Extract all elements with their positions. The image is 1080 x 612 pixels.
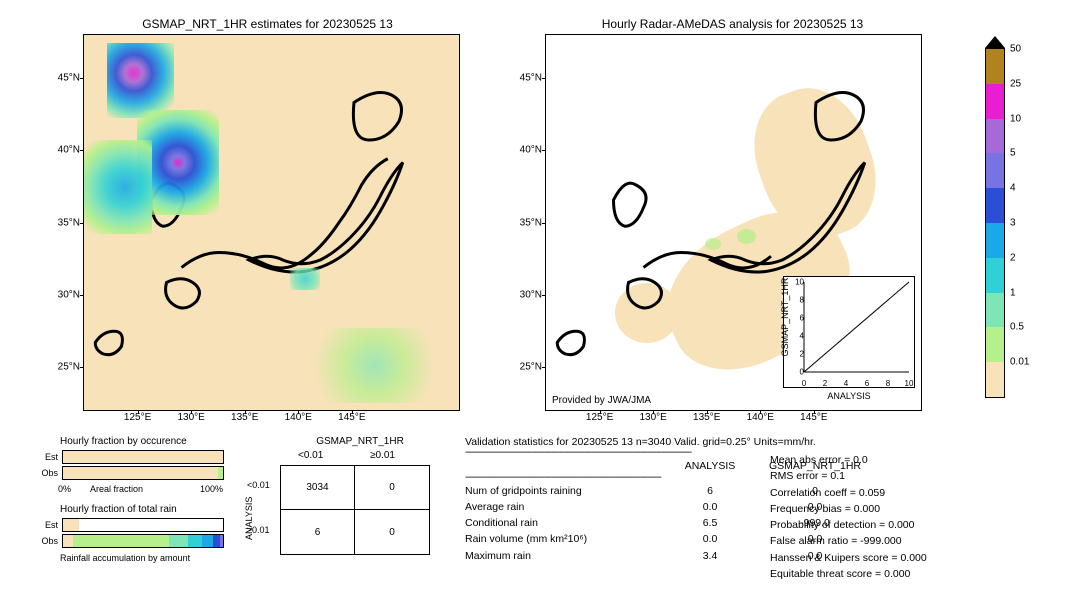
inset-ytick: 10 (795, 278, 804, 287)
fraction-occ-title: Hourly fraction by occurence (60, 436, 187, 447)
colorbar-over-triangle (985, 36, 1005, 48)
left-map: 125°E130°E135°E140°E145°E25°N30°N35°N40°… (83, 34, 460, 411)
fraction-total-est-bar (62, 518, 224, 532)
fraction-total-title: Hourly fraction of total rain (60, 504, 177, 515)
inset-xtick: 10 (905, 379, 914, 388)
metric-line: Probability of detection = 0.000 (770, 517, 927, 533)
colorbar-segment (986, 84, 1004, 119)
colorbar-label: 0.01 (1004, 357, 1029, 368)
colorbar-label: 10 (1004, 113, 1021, 124)
contingency-table: 3034 0 6 0 (280, 465, 430, 555)
colorbar-segment (986, 327, 1004, 362)
fraction-occ-est-bar (62, 450, 224, 464)
contingency-col-title: GSMAP_NRT_1HR (285, 436, 435, 447)
inset-xtick: 8 (886, 379, 890, 388)
fraction-occ-xmin: 0% (58, 484, 71, 494)
fraction-occ-obs-bar (62, 466, 224, 480)
validation-colhdr-a: ANALYSIS (665, 458, 755, 474)
metric-line: Mean abs error = 0.0 (770, 452, 927, 468)
contingency-col0: <0.01 (298, 450, 323, 461)
colorbar-segment (986, 293, 1004, 328)
contingency-row-title: ANALYSIS (244, 497, 254, 540)
inset-xtick: 2 (823, 379, 827, 388)
fraction-total-obs-bar (62, 534, 224, 548)
inset-ytick: 0 (800, 368, 804, 377)
inset-ytick: 2 (800, 350, 804, 359)
ct-cell-01: 0 (355, 466, 429, 510)
colorbar-label: 4 (1004, 183, 1016, 194)
inset-xtick: 6 (865, 379, 869, 388)
fraction-total-obs-label: Obs (32, 536, 62, 546)
right-map: Provided by JWA/JMA ANALYSIS GSMAP_NRT_1… (545, 34, 922, 411)
colorbar: 502510543210.50.01 (985, 48, 1005, 398)
colorbar-label: 2 (1004, 252, 1016, 263)
fraction-occ-est-label: Est (32, 452, 62, 462)
colorbar-segment (986, 223, 1004, 258)
colorbar-label: 0.5 (1004, 322, 1024, 333)
colorbar-segment (986, 153, 1004, 188)
metric-line: Equitable threat score = 0.000 (770, 566, 927, 582)
inset-ytick: 6 (800, 314, 804, 323)
inset-ytick: 8 (800, 296, 804, 305)
colorbar-label: 1 (1004, 287, 1016, 298)
inset-ytick: 4 (800, 332, 804, 341)
inset-ylabel: GSMAP_NRT_1HR (780, 267, 790, 367)
metric-line: False alarm ratio = -999.000 (770, 533, 927, 549)
contingency-row0: <0.01 (247, 480, 270, 490)
inset-xlabel: ANALYSIS (784, 391, 914, 401)
validation-header: Validation statistics for 20230525 13 n=… (465, 434, 945, 450)
metric-line: Frequency bias = 0.000 (770, 501, 927, 517)
fraction-occ-obs-label: Obs (32, 468, 62, 478)
colorbar-label: 5 (1004, 148, 1016, 159)
fraction-total-est-label: Est (32, 520, 62, 530)
map-attribution: Provided by JWA/JMA (552, 395, 651, 406)
metric-line: Correlation coeff = 0.059 (770, 485, 927, 501)
left-map-title: GSMAP_NRT_1HR estimates for 20230525 13 (80, 17, 455, 31)
contingency-col1: ≥0.01 (370, 450, 395, 461)
colorbar-label: 50 (1004, 44, 1021, 55)
colorbar-under-triangle (985, 398, 1005, 410)
inset-xtick: 4 (844, 379, 848, 388)
colorbar-label: 25 (1004, 78, 1021, 89)
ct-cell-11: 0 (355, 510, 429, 554)
ct-cell-10: 6 (281, 510, 355, 554)
fraction-occ-xaxis: Areal fraction (90, 484, 143, 494)
metrics-block: Mean abs error = 0.0RMS error = 0.1Corre… (770, 452, 927, 582)
colorbar-segment (986, 188, 1004, 223)
fraction-total-footer: Rainfall accumulation by amount (60, 553, 190, 563)
colorbar-segment (986, 258, 1004, 293)
fraction-occ-xmax: 100% (200, 484, 223, 494)
inset-xtick: 0 (802, 379, 806, 388)
right-map-title: Hourly Radar-AMeDAS analysis for 2023052… (545, 17, 920, 31)
colorbar-segment (986, 119, 1004, 154)
colorbar-label: 3 (1004, 218, 1016, 229)
colorbar-segment (986, 362, 1004, 397)
ct-cell-00: 3034 (281, 466, 355, 510)
metric-line: RMS error = 0.1 (770, 468, 927, 484)
colorbar-segment (986, 49, 1004, 84)
metric-line: Hanssen & Kuipers score = 0.000 (770, 550, 927, 566)
inset-scatter: ANALYSIS GSMAP_NRT_1HR 0246810 0246810 (783, 276, 915, 388)
